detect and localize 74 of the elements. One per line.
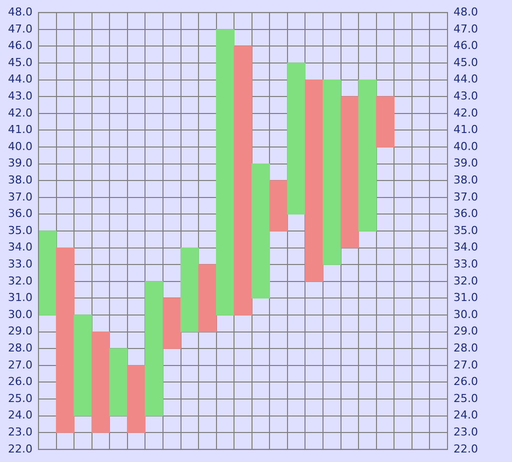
y-tick-label: 41.0 bbox=[8, 123, 32, 136]
y-tick-label: 27.0 bbox=[8, 358, 32, 372]
y-tick-label: 38.0 bbox=[8, 173, 32, 186]
bar bbox=[74, 314, 92, 416]
y2-tick-label: 38.0 bbox=[454, 173, 478, 186]
y2-tick-label: 28.0 bbox=[454, 341, 478, 354]
y2-tick-label: 48.0 bbox=[454, 5, 478, 18]
y2-tick-label: 42.0 bbox=[454, 106, 478, 120]
y-tick-label: 28.0 bbox=[8, 341, 32, 354]
bar bbox=[287, 62, 306, 215]
y-tick-label: 30.0 bbox=[8, 308, 32, 321]
y-tick-label: 24.0 bbox=[8, 408, 32, 422]
y-tick-label: 47.0 bbox=[8, 22, 32, 36]
y2-tick-label: 45.0 bbox=[454, 56, 478, 69]
y2-tick-label: 47.0 bbox=[454, 22, 478, 36]
y2-tick-label: 31.0 bbox=[454, 291, 478, 304]
y2-tick-label: 29.0 bbox=[454, 324, 478, 338]
bar bbox=[234, 46, 252, 316]
y2-tick-label: 30.0 bbox=[454, 308, 478, 321]
bar bbox=[376, 96, 394, 148]
y-tick-label: 33.0 bbox=[8, 257, 32, 270]
y2-tick-label: 25.0 bbox=[454, 392, 478, 405]
y2-tick-label: 43.0 bbox=[454, 89, 478, 102]
y2-tick-label: 39.0 bbox=[454, 156, 478, 170]
y2-tick-label: 36.0 bbox=[454, 207, 478, 220]
y-tick-label: 26.0 bbox=[8, 375, 32, 388]
y-tick-label: 23.0 bbox=[8, 425, 32, 438]
bar bbox=[127, 365, 146, 433]
y-tick-label: 34.0 bbox=[8, 240, 32, 254]
y-tick-label: 25.0 bbox=[8, 392, 32, 405]
bar bbox=[358, 79, 377, 232]
y-tick-label: 36.0 bbox=[8, 207, 32, 220]
y-tick-label: 48.0 bbox=[8, 5, 32, 18]
y-tick-label: 32.0 bbox=[8, 274, 32, 288]
y-tick-label: 44.0 bbox=[8, 72, 32, 86]
y2-tick-label: 24.0 bbox=[454, 408, 478, 422]
y-tick-label: 42.0 bbox=[8, 106, 32, 120]
y2-tick-label: 41.0 bbox=[454, 123, 478, 136]
y2-tick-label: 22.0 bbox=[454, 442, 478, 456]
y2-tick-label: 40.0 bbox=[454, 140, 478, 153]
bar bbox=[56, 247, 74, 433]
y2-tick-label: 32.0 bbox=[454, 274, 478, 288]
y-tick-label: 45.0 bbox=[8, 56, 32, 69]
y-tick-label: 40.0 bbox=[8, 140, 32, 153]
y-tick-label: 35.0 bbox=[8, 224, 32, 237]
y2-tick-label: 23.0 bbox=[454, 425, 478, 438]
y-tick-label: 29.0 bbox=[8, 324, 32, 338]
bar bbox=[252, 163, 270, 299]
y-tick-label: 31.0 bbox=[8, 291, 32, 304]
bar bbox=[162, 298, 182, 349]
y2-tick-label: 33.0 bbox=[454, 257, 478, 270]
bar bbox=[109, 348, 128, 416]
bar bbox=[198, 264, 217, 332]
bar bbox=[304, 79, 324, 282]
y2-tick-label: 35.0 bbox=[454, 224, 478, 237]
y-tick-label: 37.0 bbox=[8, 190, 32, 204]
y2-tick-label: 27.0 bbox=[454, 358, 478, 372]
y-tick-label: 46.0 bbox=[8, 39, 32, 52]
y2-tick-label: 44.0 bbox=[454, 72, 478, 86]
bar bbox=[322, 79, 342, 265]
bar bbox=[38, 230, 57, 316]
bar bbox=[144, 281, 164, 416]
y-tick-label: 39.0 bbox=[8, 156, 32, 170]
y2-tick-label: 26.0 bbox=[454, 375, 478, 388]
bar bbox=[340, 96, 359, 248]
y-tick-label: 43.0 bbox=[8, 89, 32, 102]
y2-tick-label: 37.0 bbox=[454, 190, 478, 204]
bar bbox=[92, 331, 110, 433]
bar bbox=[180, 247, 199, 332]
bar bbox=[269, 180, 288, 232]
y-tick-label: 22.0 bbox=[8, 442, 32, 456]
bar bbox=[216, 29, 234, 316]
y2-tick-label: 46.0 bbox=[454, 39, 478, 52]
y2-tick-label: 34.0 bbox=[454, 240, 478, 254]
